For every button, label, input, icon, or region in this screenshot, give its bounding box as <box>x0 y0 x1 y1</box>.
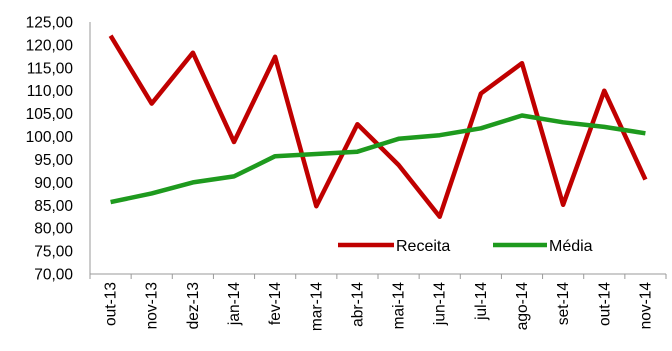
series-line-receita <box>108 34 648 219</box>
y-tick-label: 105,00 <box>26 106 74 123</box>
x-tick-label: mai-14 <box>391 282 408 330</box>
y-tick-label: 90,00 <box>34 175 73 192</box>
y-tick-label: 85,00 <box>34 198 73 215</box>
legend: Receita Média <box>338 238 593 255</box>
x-tick-label: ago-14 <box>514 282 531 331</box>
x-axis-ticks <box>89 274 667 279</box>
x-tick-label: out-14 <box>596 282 613 326</box>
x-tick-label: set-14 <box>555 282 572 325</box>
series-line-media <box>110 113 646 205</box>
x-tick-label: jul-14 <box>473 282 490 321</box>
y-tick-label: 125,00 <box>26 15 74 32</box>
x-tick-label: nov-14 <box>637 282 654 330</box>
x-tick-label: dez-13 <box>185 282 202 329</box>
series-lines <box>108 34 648 219</box>
y-axis-labels: 70,00 75,00 80,00 85,00 90,00 95,00 100,00 105,… <box>26 15 74 284</box>
y-tick-label: 95,00 <box>34 152 73 169</box>
y-tick-label: 80,00 <box>34 221 73 238</box>
x-axis-labels: out-13 nov-13 dez-13 jan-14 fev-14 mar-14 abr-… <box>103 282 655 331</box>
y-tick-label: 100,00 <box>26 129 74 146</box>
x-tick-label: abr-14 <box>349 282 366 327</box>
x-tick-label: out-13 <box>103 282 120 326</box>
y-tick-label: 120,00 <box>26 37 74 54</box>
legend-label-media: Média <box>549 238 593 255</box>
y-tick-label: 75,00 <box>34 244 73 261</box>
y-tick-label: 110,00 <box>27 83 74 100</box>
x-tick-label: mar-14 <box>308 282 325 331</box>
x-tick-label: jun-14 <box>432 282 449 326</box>
x-tick-label: jan-14 <box>226 282 243 326</box>
y-tick-label: 115,00 <box>27 60 74 77</box>
x-tick-label: fev-14 <box>267 282 284 325</box>
y-tick-label: 70,00 <box>34 267 73 284</box>
x-tick-label: nov-13 <box>144 282 161 329</box>
legend-label-receita: Receita <box>396 238 450 255</box>
